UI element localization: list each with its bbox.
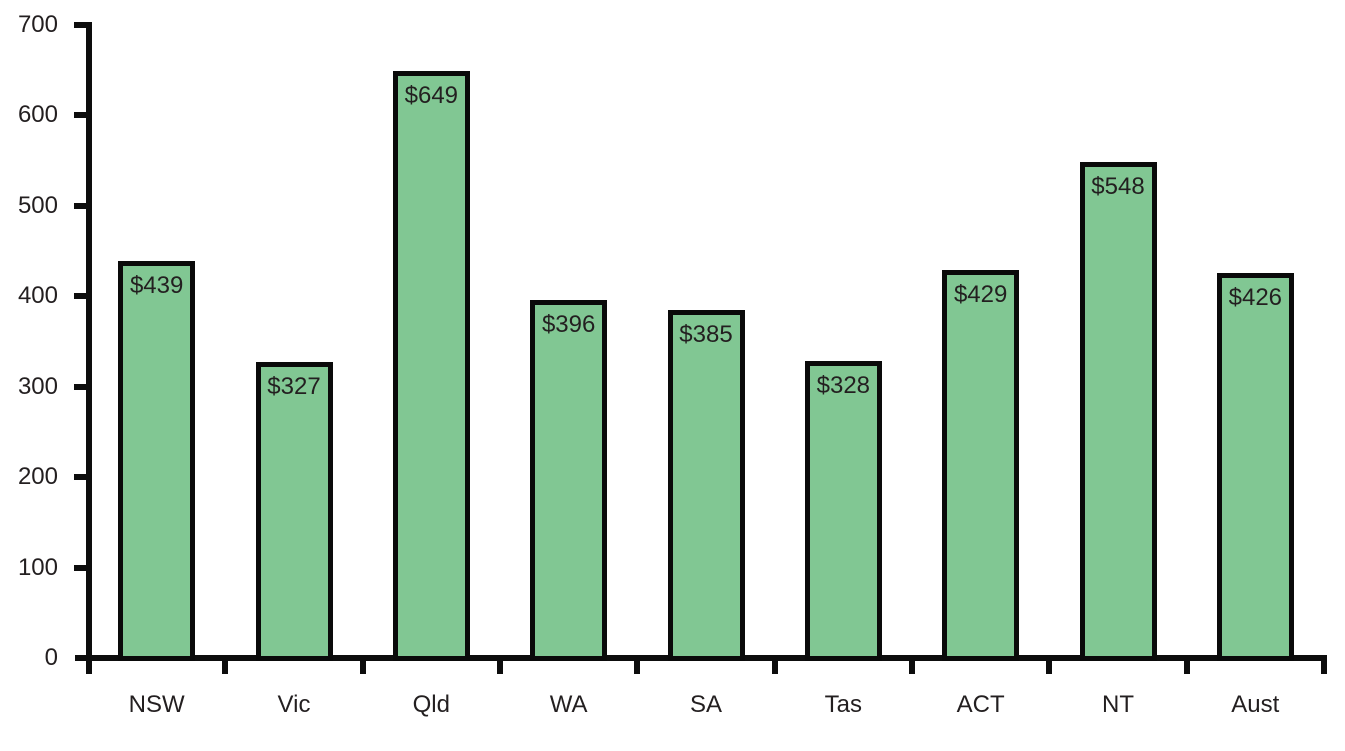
bar-aust: $426 bbox=[1216, 272, 1294, 661]
bar-nsw: $439 bbox=[118, 261, 196, 661]
y-axis-label: 500 bbox=[17, 191, 58, 219]
bar-value-label: $328 bbox=[816, 372, 871, 400]
x-axis-label-aust: Aust bbox=[1231, 691, 1280, 718]
x-axis-label-vic: Vic bbox=[277, 691, 311, 718]
y-axis-tick bbox=[74, 22, 88, 28]
x-axis-tick bbox=[1321, 655, 1327, 674]
y-axis-tick bbox=[74, 383, 88, 390]
bar-value-label: $649 bbox=[404, 82, 459, 110]
y-axis-label: 300 bbox=[17, 372, 58, 400]
y-axis-label: 0 bbox=[44, 644, 58, 671]
bar-act: $429 bbox=[942, 270, 1020, 661]
x-axis-tick bbox=[1046, 655, 1053, 674]
x-axis-label-qld: Qld bbox=[412, 691, 450, 718]
bar-value-label: $396 bbox=[541, 310, 596, 338]
y-axis-tick bbox=[74, 293, 88, 300]
x-axis-label-wa: WA bbox=[549, 691, 588, 718]
x-axis-tick bbox=[909, 655, 915, 674]
y-axis-label: 400 bbox=[17, 282, 58, 310]
y-axis-tick bbox=[74, 202, 88, 209]
bar-value-label: $385 bbox=[679, 320, 733, 348]
bar-nt: $548 bbox=[1079, 162, 1157, 661]
x-axis-label-nt: NT bbox=[1101, 691, 1134, 718]
x-axis-label-tas: Tas bbox=[824, 691, 862, 718]
y-axis-tick bbox=[74, 112, 88, 119]
bar-qld: $649 bbox=[392, 71, 470, 661]
y-axis-tick bbox=[74, 564, 88, 571]
x-axis-tick bbox=[497, 655, 503, 674]
y-axis-label: 200 bbox=[17, 463, 58, 491]
y-axis bbox=[86, 22, 92, 674]
bar-value-label: $426 bbox=[1228, 283, 1283, 311]
x-axis-tick bbox=[222, 655, 229, 674]
bar-wa: $396 bbox=[530, 299, 608, 661]
x-axis-tick bbox=[359, 655, 366, 674]
x-axis-tick bbox=[1183, 655, 1190, 674]
y-axis-tick bbox=[74, 474, 88, 481]
bar-value-label: $548 bbox=[1091, 173, 1145, 201]
bar-value-label: $439 bbox=[129, 272, 184, 300]
x-axis-tick bbox=[634, 655, 641, 674]
y-axis-label: 600 bbox=[17, 101, 58, 129]
x-axis-tick bbox=[771, 655, 778, 674]
y-axis-label: 100 bbox=[17, 553, 58, 581]
bar-tas: $328 bbox=[804, 361, 882, 661]
bar-value-label: $327 bbox=[267, 373, 321, 401]
bar-vic: $327 bbox=[255, 362, 333, 661]
x-axis-label-act: ACT bbox=[956, 691, 1005, 718]
x-axis-label-nsw: NSW bbox=[128, 691, 185, 718]
x-axis-label-sa: SA bbox=[689, 691, 722, 718]
bar-value-label: $429 bbox=[953, 281, 1008, 309]
bar-sa: $385 bbox=[667, 309, 745, 661]
y-axis-label: 700 bbox=[17, 11, 58, 38]
